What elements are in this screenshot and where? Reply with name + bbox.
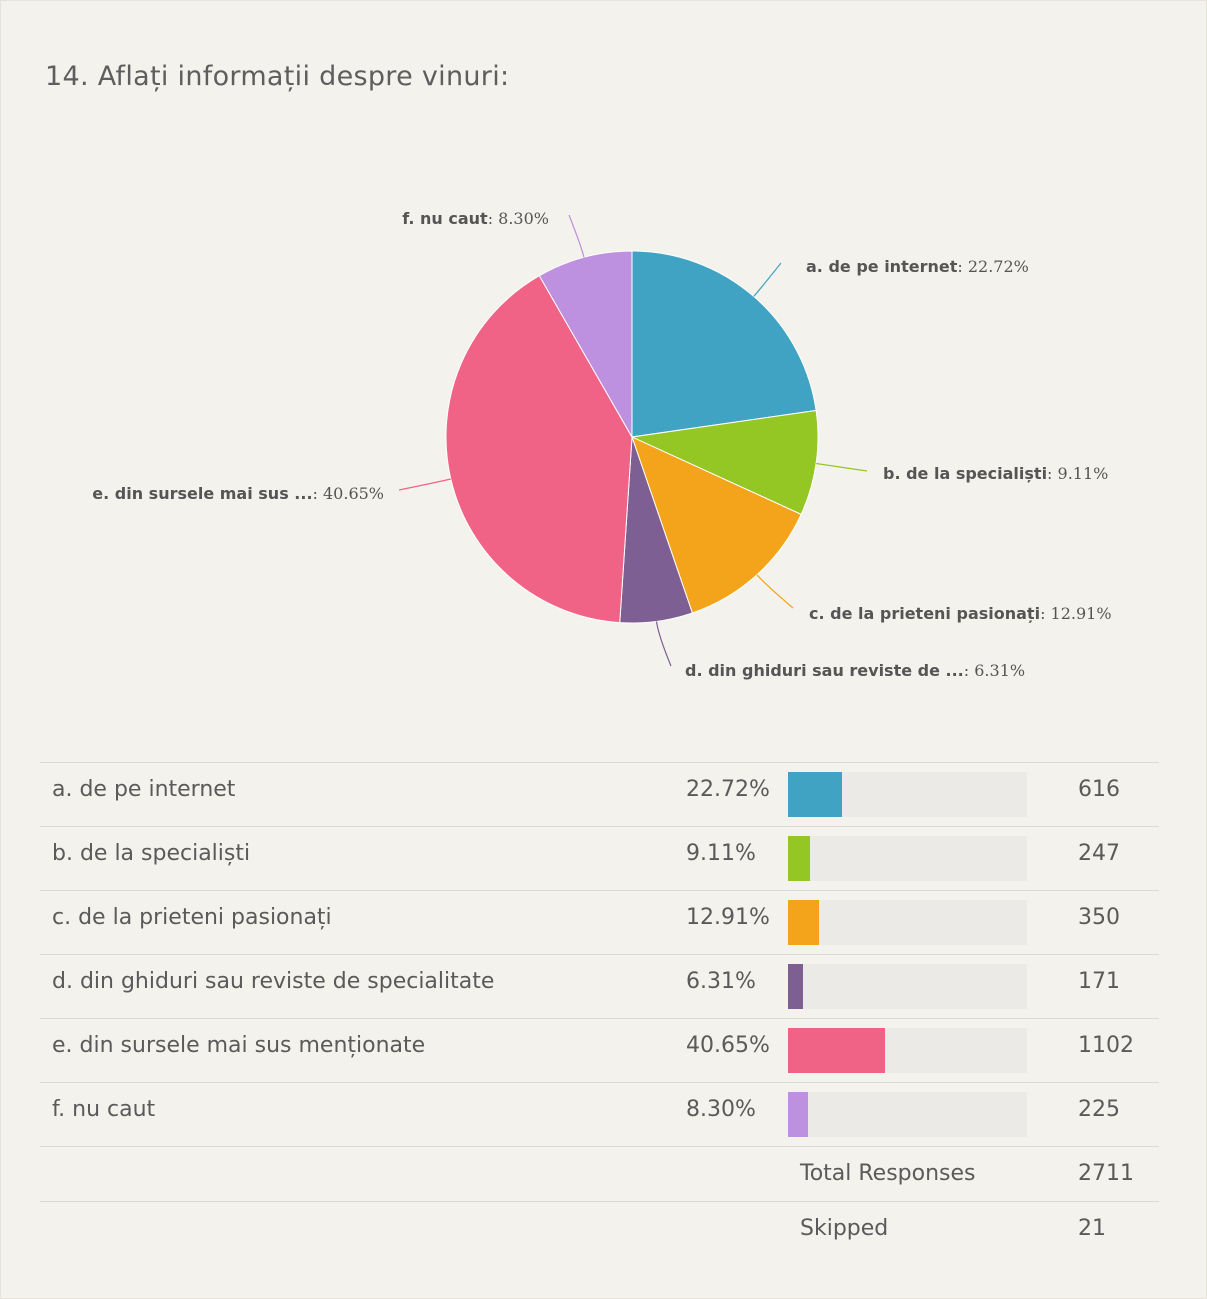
answer-bar-track <box>788 772 1027 817</box>
leader-line-d <box>655 621 672 667</box>
pie-chart: a. de pe internet: 22.72% b. de la specia… <box>92 209 1112 680</box>
answer-row: c. de la prieteni pasionați 12.91% 350 <box>40 890 1159 954</box>
answer-count: 616 <box>1078 777 1120 802</box>
answer-bar-track <box>788 836 1027 881</box>
results-table: a. de pe internet 22.72% 616 b. de la speci… <box>40 762 1159 1256</box>
skipped-label: Skipped <box>800 1216 889 1241</box>
answer-bar-fill <box>788 836 810 881</box>
leader-line-b <box>816 462 868 472</box>
data-label-b: b. de la specialiști: 9.11% <box>883 464 1108 483</box>
answer-bar-fill <box>788 772 843 817</box>
data-label-d: d. din ghiduri sau reviste de ...: 6.31% <box>685 661 1025 680</box>
answer-label: b. de la specialiști <box>52 841 251 866</box>
answer-row: d. din ghiduri sau reviste de specialita… <box>40 954 1159 1018</box>
answer-label: c. de la prieteni pasionați <box>52 905 332 930</box>
answer-percent: 12.91% <box>686 905 770 930</box>
leader-line-f <box>568 214 585 258</box>
pie-slice-f[interactable] <box>538 250 633 439</box>
answer-percent: 40.65% <box>686 1033 770 1058</box>
question-title: 14. Aflați informații despre vinuri: <box>45 61 510 92</box>
skipped-row: Skipped 21 <box>40 1201 1159 1256</box>
answer-percent: 22.72% <box>686 777 770 802</box>
answer-label: a. de pe internet <box>52 777 236 802</box>
answer-bar-fill <box>788 900 819 945</box>
answer-count: 225 <box>1078 1097 1120 1122</box>
total-responses-label: Total Responses <box>800 1161 976 1186</box>
answer-row: b. de la specialiști 9.11% 247 <box>40 826 1159 890</box>
leader-line-a <box>753 262 782 297</box>
answer-bar-fill <box>788 964 804 1009</box>
answer-bar-track <box>788 1092 1027 1137</box>
data-label-a: a. de pe internet: 22.72% <box>806 257 1029 276</box>
answer-bar-track <box>788 900 1027 945</box>
answer-count: 171 <box>1078 969 1120 994</box>
answer-bar-fill <box>788 1092 808 1137</box>
answer-count: 1102 <box>1078 1033 1134 1058</box>
data-label-e: e. din sursele mai sus ...: 40.65% <box>92 484 384 503</box>
data-label-f: f. nu caut: 8.30% <box>402 209 549 228</box>
total-responses-row: Total Responses 2711 <box>40 1146 1159 1201</box>
answer-bar-track <box>788 964 1027 1009</box>
leader-line-c <box>756 574 794 609</box>
total-responses-value: 2711 <box>1078 1161 1134 1186</box>
answer-row: f. nu caut 8.30% 225 <box>40 1082 1159 1146</box>
data-label-c: c. de la prieteni pasionați: 12.91% <box>809 604 1112 623</box>
answer-bar-fill <box>788 1028 886 1073</box>
pie-slice-a[interactable] <box>631 250 817 438</box>
answer-percent: 9.11% <box>686 841 756 866</box>
answer-label: e. din sursele mai sus menționate <box>52 1033 426 1058</box>
answer-count: 247 <box>1078 841 1120 866</box>
answer-row: e. din sursele mai sus menționate 40.65% 1… <box>40 1018 1159 1082</box>
answer-bar-track <box>788 1028 1027 1073</box>
skipped-value: 21 <box>1078 1216 1106 1241</box>
answer-percent: 6.31% <box>686 969 756 994</box>
answer-label: d. din ghiduri sau reviste de specialita… <box>52 969 495 994</box>
leader-line-e <box>398 478 451 491</box>
answer-label: f. nu caut <box>52 1097 156 1122</box>
answer-row: a. de pe internet 22.72% 616 <box>40 762 1159 826</box>
answer-percent: 8.30% <box>686 1097 756 1122</box>
answer-count: 350 <box>1078 905 1120 930</box>
pie-slice-b[interactable] <box>630 409 819 516</box>
